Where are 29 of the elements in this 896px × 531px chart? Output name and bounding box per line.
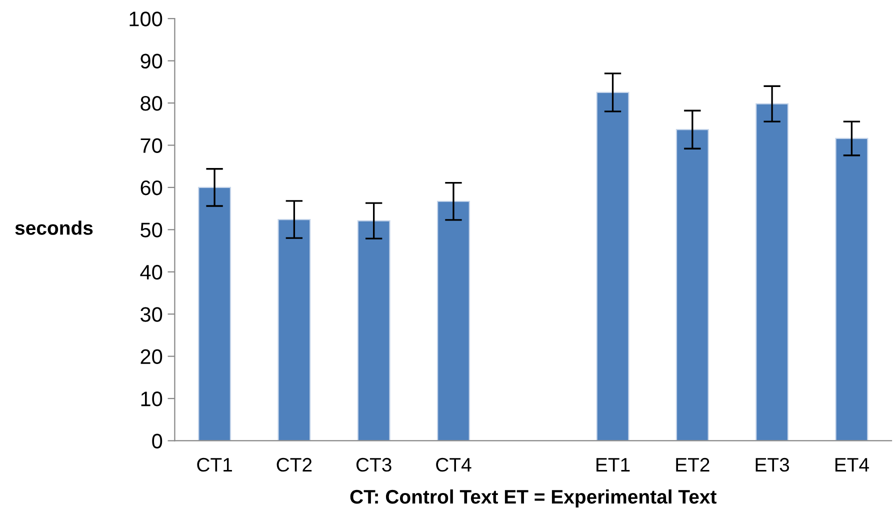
y-axis-title: seconds: [15, 220, 93, 235]
bar: [436, 200, 470, 441]
y-tick-label: 60: [140, 180, 162, 196]
bar: [596, 92, 630, 441]
x-tick-label: CT2: [276, 458, 312, 472]
x-tick-label: CT3: [356, 458, 392, 472]
bar: [357, 220, 390, 441]
bar: [835, 138, 868, 441]
y-tick-label: 0: [152, 434, 162, 448]
y-tick-label: 70: [140, 138, 162, 153]
bar: [676, 129, 709, 441]
y-tick-label: 30: [140, 307, 162, 322]
x-tick-label: CT1: [197, 458, 232, 472]
y-tick-label: 90: [140, 54, 162, 69]
x-tick-label: CT4: [436, 458, 472, 472]
y-tick-label: 20: [140, 349, 162, 364]
y-tick-label: 50: [140, 222, 162, 238]
y-tick-label: 80: [140, 96, 162, 111]
bar: [756, 103, 789, 441]
bar: [198, 186, 232, 441]
x-tick-label: ET1: [596, 458, 630, 472]
x-tick-label: ET2: [676, 458, 710, 472]
x-tick-label: ET4: [835, 458, 869, 472]
y-tick-label: 10: [141, 392, 162, 406]
bar: [278, 218, 311, 441]
x-tick-label: ET3: [756, 458, 790, 472]
x-axis-title: CT: Control Text ET = Experimental Text: [350, 489, 716, 508]
y-tick-label: 100: [130, 12, 162, 26]
y-tick-label: 40: [140, 264, 162, 280]
